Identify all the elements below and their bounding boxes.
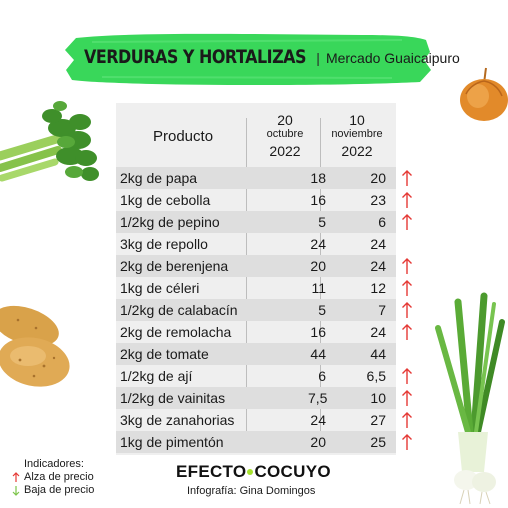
- product-cell: 1kg de céleri: [120, 280, 200, 296]
- date1-year: 2022: [269, 143, 301, 159]
- october-price-cell: 7,5: [308, 390, 328, 406]
- november-price-cell: 10: [370, 390, 386, 406]
- green-brush-stroke: [65, 33, 431, 86]
- brand-logo: EFECTO COCUYO: [176, 462, 331, 482]
- table-row: 3kg de repollo 24 24: [116, 233, 396, 255]
- table-row: 1/2kg de ají 6 6,5: [116, 365, 396, 387]
- red-up-arrow-icon: [402, 170, 412, 186]
- product-cell: 3kg de repollo: [120, 236, 208, 252]
- table-row: 1kg de cebolla 16 23: [116, 189, 396, 211]
- column-divider: [320, 118, 321, 450]
- product-column-header: Producto: [153, 128, 214, 145]
- red-up-arrow-icon: [402, 302, 412, 318]
- november-price-cell: 25: [370, 434, 386, 450]
- table-row: 2kg de berenjena 20 24: [116, 255, 396, 277]
- table-row: 2kg de tomate 44 44: [116, 343, 396, 365]
- date1-day: 20: [277, 112, 293, 128]
- date2-month: noviembre: [331, 128, 383, 140]
- product-cell: 1/2kg de pepino: [120, 214, 220, 230]
- november-price-cell: 23: [370, 192, 386, 208]
- table-row: 3kg de zanahorias 24 27: [116, 409, 396, 431]
- onion-illustration: [460, 67, 508, 121]
- product-cell: 3kg de zanahorias: [120, 412, 235, 428]
- red-up-arrow-icon: [12, 472, 20, 482]
- table-row: 1kg de céleri 11 12: [116, 277, 396, 299]
- november-price-cell: 24: [370, 236, 386, 252]
- brand-dot-icon: [247, 468, 254, 475]
- red-up-arrow-icon: [402, 434, 412, 450]
- table-row: 2kg de remolacha 16 24: [116, 321, 396, 343]
- october-price-cell: 16: [310, 192, 326, 208]
- november-price-cell: 20: [370, 170, 386, 186]
- november-price-cell: 44: [370, 346, 386, 362]
- legend-item-up: Alza de precio: [12, 471, 94, 484]
- product-cell: 1kg de cebolla: [120, 192, 211, 208]
- table-row: 1/2kg de vainitas 7,5 10: [116, 387, 396, 409]
- table-row: 1/2kg de pepino 5 6: [116, 211, 396, 233]
- product-cell: 2kg de berenjena: [120, 258, 229, 274]
- november-price-cell: 24: [370, 324, 386, 340]
- october-price-cell: 20: [310, 258, 326, 274]
- product-cell: 1/2kg de vainitas: [120, 390, 226, 406]
- october-price-cell: 18: [310, 170, 326, 186]
- product-cell: 1kg de pimentón: [120, 434, 224, 450]
- november-price-cell: 27: [370, 412, 386, 428]
- red-up-arrow-icon: [402, 192, 412, 208]
- celery-illustration: [0, 101, 99, 182]
- date-column-header-2: 10 noviembre 2022: [322, 113, 392, 158]
- date2-day: 10: [349, 112, 365, 128]
- brand-name-left: EFECTO: [176, 462, 247, 481]
- column-divider: [246, 118, 247, 450]
- product-cell: 1/2kg de calabacín: [120, 302, 238, 318]
- green-down-arrow-icon: [12, 486, 20, 496]
- red-up-arrow-icon: [402, 280, 412, 296]
- red-up-arrow-icon: [402, 214, 412, 230]
- october-price-cell: 5: [318, 214, 326, 230]
- october-price-cell: 11: [311, 280, 326, 296]
- red-up-arrow-icon: [402, 258, 412, 274]
- october-price-cell: 24: [310, 236, 326, 252]
- product-cell: 2kg de papa: [120, 170, 198, 186]
- red-up-arrow-icon: [402, 324, 412, 340]
- legend-title: Indicadores:: [24, 458, 84, 470]
- date2-year: 2022: [341, 143, 373, 159]
- spring-onion-illustration: [435, 292, 505, 505]
- legend-item-down: Baja de precio: [12, 484, 94, 497]
- potato-illustration: [0, 305, 70, 387]
- product-cell: 2kg de remolacha: [120, 324, 232, 340]
- october-price-cell: 6: [318, 368, 326, 384]
- november-price-cell: 24: [370, 258, 386, 274]
- october-price-cell: 16: [310, 324, 326, 340]
- table-row: 1kg de pimentón 20 25: [116, 431, 396, 453]
- red-up-arrow-icon: [402, 390, 412, 406]
- red-up-arrow-icon: [402, 368, 412, 384]
- november-price-cell: 12: [370, 280, 386, 296]
- legend: Indicadores: Alza de precio Baja de prec…: [12, 458, 94, 497]
- legend-up-label: Alza de precio: [24, 471, 94, 483]
- november-price-cell: 7: [378, 302, 386, 318]
- october-price-cell: 20: [310, 434, 326, 450]
- product-cell: 1/2kg de ají: [120, 368, 193, 384]
- table-row: 2kg de papa 18 20: [116, 167, 396, 189]
- page-subtitle: Mercado Guaicaipuro: [325, 50, 460, 66]
- product-cell: 2kg de tomate: [120, 346, 209, 362]
- date1-month: octubre: [266, 128, 304, 140]
- november-price-cell: 6: [378, 214, 386, 230]
- november-price-cell: 6,5: [366, 368, 386, 384]
- october-price-cell: 44: [310, 346, 326, 362]
- legend-down-label: Baja de precio: [24, 484, 95, 496]
- table-row: 1/2kg de calabacín 5 7: [116, 299, 396, 321]
- infographic-credit: Infografía: Gina Domingos: [187, 485, 316, 497]
- october-price-cell: 24: [310, 412, 326, 428]
- brand-name-right: COCUYO: [254, 462, 331, 481]
- title-separator: |: [316, 50, 320, 66]
- october-price-cell: 5: [318, 302, 326, 318]
- header: VERDURAS Y HORTALIZAS | Mercado Guaicaip…: [84, 46, 460, 68]
- red-up-arrow-icon: [402, 412, 412, 428]
- date-column-header-1: 20 octubre 2022: [254, 113, 316, 158]
- page-title: VERDURAS Y HORTALIZAS: [84, 46, 307, 68]
